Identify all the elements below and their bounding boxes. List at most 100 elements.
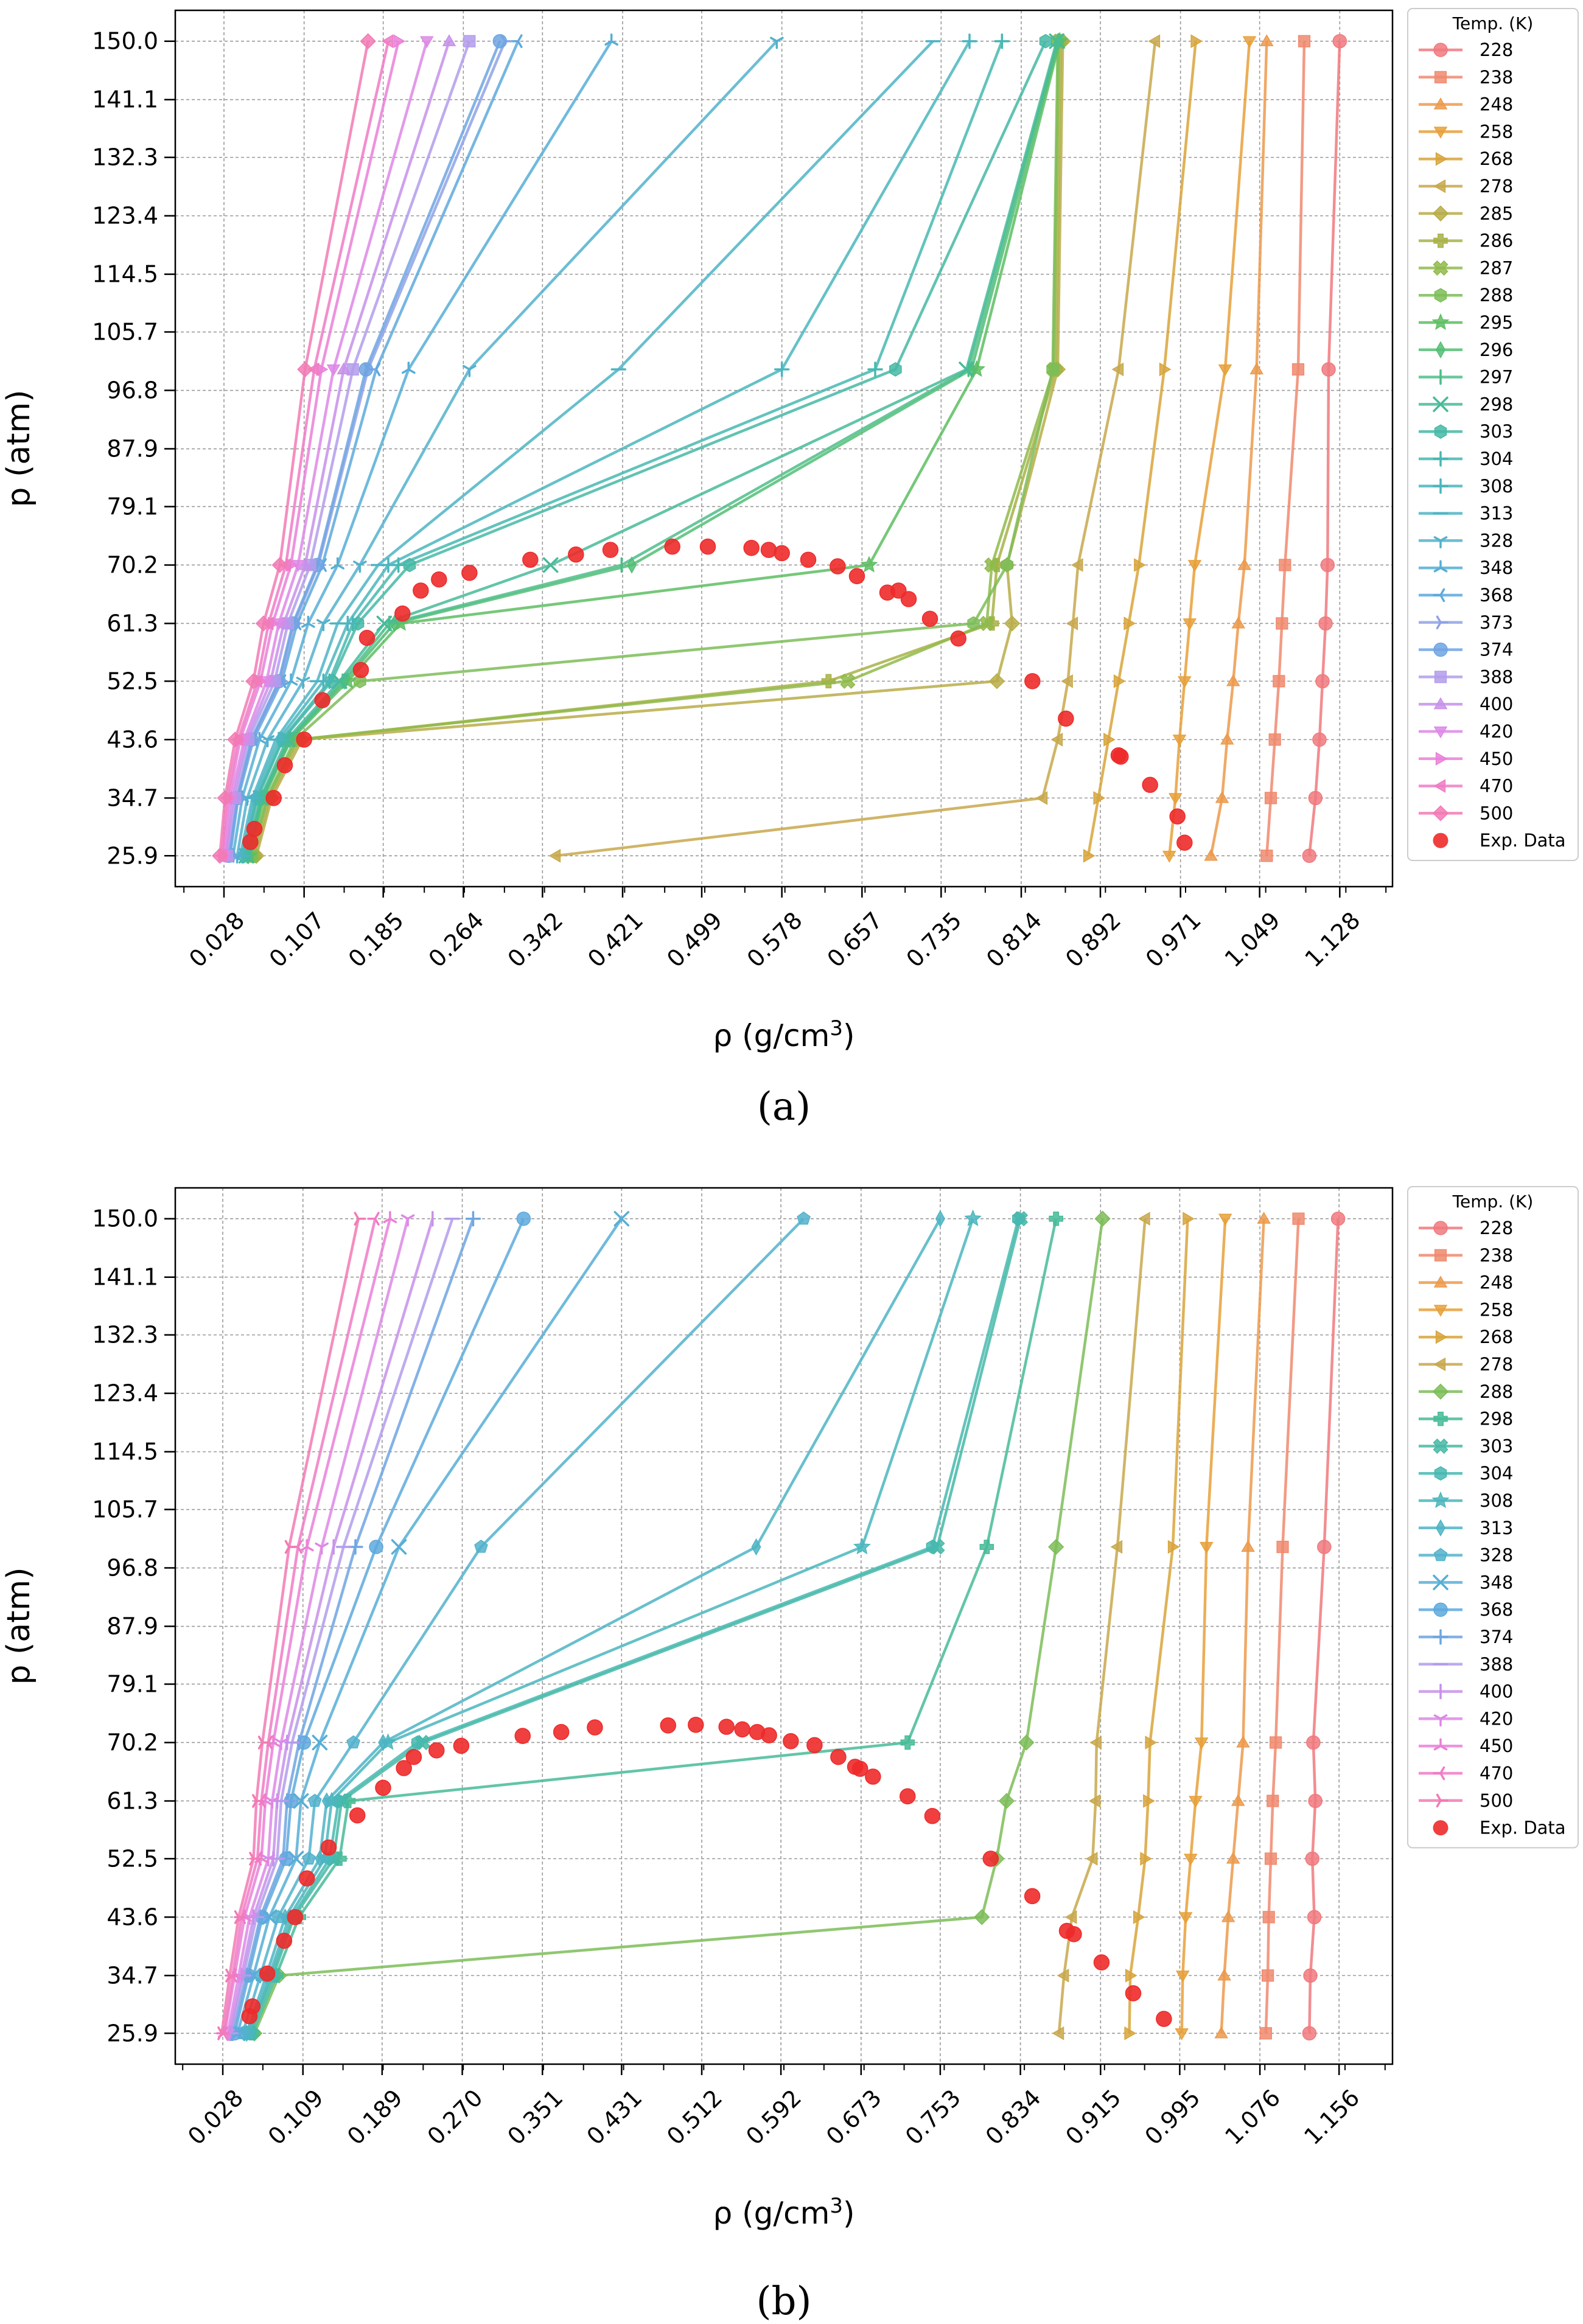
panel-b-exp-point <box>660 1717 677 1734</box>
panel-b-exp-point <box>688 1717 704 1733</box>
panel-b-point-248 <box>1236 1736 1250 1748</box>
panel-a-legend-label-298: 298 <box>1480 394 1513 414</box>
panel-a-point-238 <box>1260 850 1273 862</box>
panel-a-legend-label-268: 268 <box>1480 148 1513 169</box>
panel-b-legend-marker-308 <box>1431 1491 1450 1509</box>
panel-a-series-line-304 <box>242 40 1004 856</box>
panel-b-y-tick-label: 43.6 <box>107 1904 158 1930</box>
panel-b-legend-label-470: 470 <box>1480 1763 1513 1784</box>
panel-a-series-228 <box>1302 33 1347 864</box>
panel-b-point-500 <box>284 1540 297 1554</box>
panel-a-point-374 <box>358 362 374 377</box>
panel-a-point-258 <box>1178 676 1192 688</box>
panel-b-series-500 <box>217 1212 366 2040</box>
panel-b-point-288 <box>1018 1734 1035 1751</box>
panel-b-point-248 <box>1217 1969 1231 1981</box>
panel-b-exp-point <box>276 1932 293 1949</box>
panel-b-point-248 <box>1214 2026 1228 2039</box>
panel-b-legend-item-368: 368 <box>1419 1599 1513 1620</box>
panel-a-legend-item-298: 298 <box>1419 394 1513 414</box>
panel-a-legend-marker-348 <box>1433 560 1448 573</box>
panel-a-legend-label-374: 374 <box>1480 640 1513 660</box>
panel-b-point-348 <box>391 1539 407 1555</box>
panel-a-exp-point <box>699 539 716 555</box>
panel-a-exp-point <box>413 582 429 599</box>
panel-b-legend-marker-228 <box>1433 1221 1448 1235</box>
panel-b-series-line-258 <box>1180 1218 1227 2034</box>
panel-a-point-268 <box>1083 849 1096 863</box>
panel-a-point-278 <box>1050 733 1063 747</box>
panel-b-point-368 <box>516 1211 531 1226</box>
panel-a-exp-point <box>431 571 447 588</box>
panel-a-point-500 <box>212 848 228 864</box>
panel-a-legend-item-287: 287 <box>1419 257 1513 278</box>
panel-b-y-tick-label: 61.3 <box>107 1787 158 1814</box>
panel-a-series-line-470 <box>220 41 390 856</box>
panel-a-series-line-388 <box>225 40 471 856</box>
panel-b-legend-item-248: 248 <box>1419 1272 1513 1293</box>
panel-a-legend-label-308: 308 <box>1480 476 1513 497</box>
panel-b-legend-item-328: 328 <box>1419 1545 1513 1566</box>
panel-a-legend-label-313: 313 <box>1480 503 1513 524</box>
panel-b-point-313 <box>378 1734 388 1751</box>
panel-b-legend-box <box>1407 1186 1579 1849</box>
panel-b-point-258 <box>1176 1970 1190 1983</box>
panel-b-exp-point <box>375 1779 391 1796</box>
panel-a-y-tick-label: 79.1 <box>107 493 158 520</box>
panel-b-legend-item-388: 388 <box>1419 1654 1513 1675</box>
panel-b-point-304 <box>1012 1211 1025 1226</box>
panel-a-legend-label-368: 368 <box>1480 585 1513 605</box>
panel-a-legend-label-286: 286 <box>1480 231 1513 251</box>
panel-b-point-278 <box>1057 1969 1069 1983</box>
panel-b-exp-point <box>1093 1954 1110 1971</box>
panel-b-legend-marker-268 <box>1435 1330 1448 1344</box>
panel-a-series-line-298 <box>245 41 1058 856</box>
panel-a-exp-point <box>1142 776 1158 794</box>
panel-b-point-278 <box>1085 1852 1098 1866</box>
panel-b-point-420 <box>265 1796 279 1809</box>
panel-a-legend-item-248: 248 <box>1419 94 1513 115</box>
panel-a-legend-label-238: 238 <box>1480 67 1513 88</box>
panel-b-legend-marker-258 <box>1433 1305 1448 1317</box>
panel-b-exp-point <box>1066 1926 1082 1942</box>
panel-a-series-line-258 <box>1168 41 1251 856</box>
panel-b-point-328 <box>346 1735 360 1749</box>
panel-a-series-line-400 <box>225 41 451 856</box>
panel-a-y-tick-label: 52.5 <box>107 668 158 694</box>
panel-a-point-238 <box>1298 35 1311 47</box>
panel-b-point-268 <box>1143 1794 1155 1808</box>
panel-a-legend-label-285: 285 <box>1480 203 1513 224</box>
panel-a-point-278 <box>548 849 561 863</box>
panel-b-y-tick-label: 123.4 <box>92 1380 158 1407</box>
panel-a-legend-marker-400 <box>1433 697 1448 710</box>
panel-a-point-248 <box>1226 674 1240 686</box>
panel-a-point-400 <box>337 362 351 375</box>
panel-b-point-348 <box>312 1734 328 1751</box>
panel-b-series-line-388 <box>229 1218 454 2034</box>
panel-b-exp-point <box>453 1737 470 1754</box>
panel-b-series-line-450 <box>223 1218 391 2034</box>
panel-a-series-group <box>212 32 1347 865</box>
panel-a-point-348 <box>402 361 416 374</box>
panel-b-point-268 <box>1167 1540 1180 1554</box>
panel-a-legend-item-297: 297 <box>1419 367 1513 388</box>
panel-a-point-420 <box>326 364 341 377</box>
panel-b-legend: Temp. (K) 228 238 248 258 268 278 288 298 303 304 3… <box>1407 1186 1579 1849</box>
panel-a-point-258 <box>1183 618 1197 630</box>
panel-a-point-348 <box>284 673 298 686</box>
panel-a-legend-title: Temp. (K) <box>1452 13 1534 33</box>
panel-b-legend-item-374: 374 <box>1419 1627 1513 1647</box>
panel-a-point-374 <box>492 33 508 49</box>
panel-a-legend-marker-258 <box>1433 127 1448 139</box>
panel-b-point-328 <box>797 1211 811 1225</box>
panel-b-point-228 <box>1330 1211 1346 1226</box>
panel-b-legend-item-298: 298 <box>1419 1409 1513 1429</box>
panel-a-point-298 <box>376 615 393 632</box>
panel-b-series-line-470 <box>222 1218 377 2034</box>
panel-a-point-228 <box>1332 33 1347 49</box>
panel-a-y-tick-label: 105.7 <box>92 319 158 346</box>
panel-a-point-288 <box>967 616 980 631</box>
panel-a-exp-point <box>743 540 760 556</box>
panel-a-y-tick-label: 25.9 <box>107 842 158 869</box>
panel-b-series-248 <box>1214 1212 1271 2039</box>
